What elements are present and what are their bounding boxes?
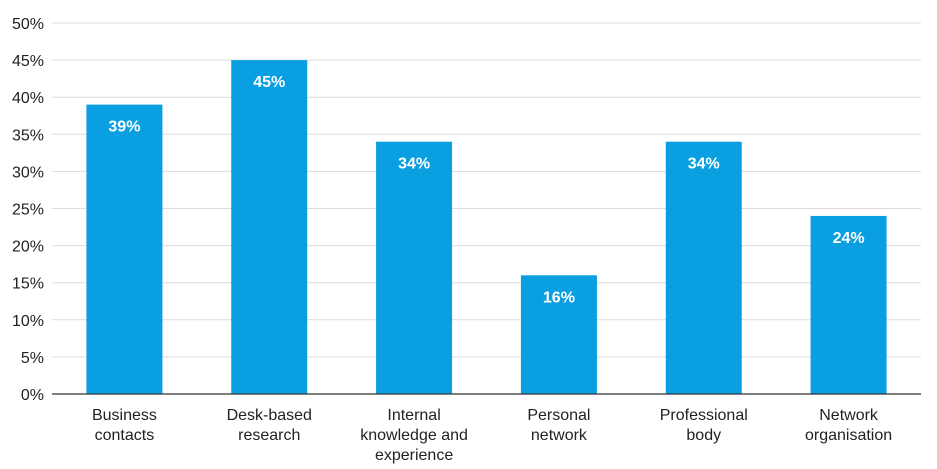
bar — [665, 141, 742, 394]
data-label: 45% — [253, 74, 285, 91]
data-label: 39% — [108, 119, 140, 136]
y-tick-label: 0% — [21, 387, 44, 404]
y-tick-label: 15% — [12, 276, 44, 293]
y-tick-label: 5% — [21, 350, 44, 367]
y-tick-label: 40% — [12, 90, 44, 107]
y-axis-tick-labels: 0% 5% 10% 15% 20% 25% 30% 35% 40% 45% 50% — [12, 16, 44, 404]
x-category-label: Internal knowledge and experience — [360, 407, 468, 464]
data-label: 24% — [833, 230, 865, 247]
x-category-label: Personal network — [527, 407, 590, 444]
bar — [520, 275, 597, 394]
y-tick-label: 20% — [12, 239, 44, 256]
bar — [376, 141, 453, 394]
x-axis-category-labels: Business contacts Desk-based research Intern… — [92, 407, 892, 464]
bars — [86, 60, 887, 395]
y-tick-label: 30% — [12, 164, 44, 181]
y-tick-label: 25% — [12, 202, 44, 219]
x-category-label: Desk-based research — [227, 407, 312, 444]
y-tick-label: 50% — [12, 16, 44, 33]
x-category-label: Business contacts — [92, 407, 157, 444]
y-tick-label: 10% — [12, 313, 44, 330]
y-tick-label: 35% — [12, 127, 44, 144]
bar — [231, 60, 308, 394]
grid-lines — [52, 22, 921, 358]
y-tick-label: 45% — [12, 53, 44, 70]
bar — [86, 104, 163, 395]
x-category-label: Network organisation — [805, 407, 892, 444]
bar — [810, 215, 887, 394]
data-labels: 39% 45% 34% 16% 34% 24% — [108, 74, 864, 306]
data-label: 34% — [398, 156, 430, 173]
data-label: 34% — [688, 156, 720, 173]
data-label: 16% — [543, 289, 575, 306]
x-category-label: Professional body — [660, 407, 748, 444]
